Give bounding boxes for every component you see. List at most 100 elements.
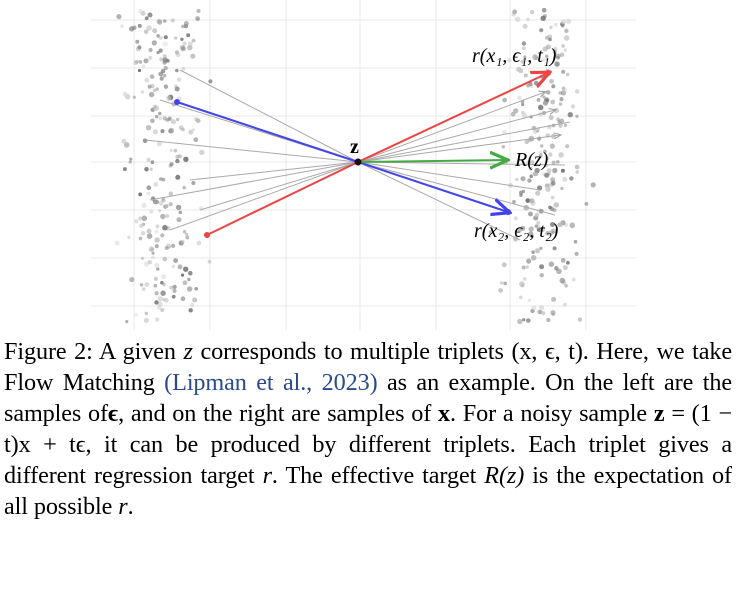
sample-dot [166,95,172,101]
sample-dot [518,68,524,74]
sample-dot [554,266,559,271]
sample-dot [546,317,551,323]
sample-dot [160,129,165,134]
sample-dot [146,233,153,239]
sample-dot [548,37,552,42]
sample-dot [145,125,152,131]
sample-dot [545,44,551,50]
sample-dot [185,235,190,240]
r1-label: r(x₁, ϵ₁, t₁) [472,45,557,67]
sample-dot [569,176,574,181]
sample-dot [129,26,135,32]
sample-dot [135,39,140,44]
sample-dot [191,38,196,43]
sample-dot [152,88,157,93]
sample-dot [517,228,522,233]
sample-dot [168,128,173,134]
sample-dot [146,191,151,196]
sample-dot [157,19,163,25]
sample-dot [171,294,176,299]
sample-dot [148,55,153,60]
citation-year: 2023 [321,369,370,396]
sample-dot [527,178,532,183]
sample-dot [488,230,493,235]
sample-dot [559,97,564,102]
sample-dot [162,198,166,203]
sample-dot [173,258,179,263]
sample-dot [157,296,163,302]
sample-dot [183,21,189,26]
sample-dot [541,7,547,13]
sample-dot [163,19,167,23]
sample-dot [527,298,532,303]
sample-dot [152,28,158,34]
math-epsilon: ϵ [108,400,119,427]
sample-dot [141,64,146,69]
sample-dot [169,148,173,153]
sample-dot [162,41,168,47]
sample-dot [501,145,506,149]
sample-dot [152,129,158,135]
caption-text: is the expectation of all possible [4,462,732,520]
sample-dot [180,273,185,277]
sample-dot [550,99,556,105]
sample-dot [163,35,168,40]
sample-dot [561,19,566,25]
sample-dot [144,166,149,172]
sample-dot [190,53,196,59]
sample-dot [539,246,543,250]
sample-dot [555,53,561,59]
sample-dot [149,209,154,214]
sample-dot [164,246,169,250]
citation-link[interactable]: (Lipman et al., 2023) [164,369,377,396]
sample-dot [545,186,551,192]
sample-dot [162,224,168,231]
sample-dot [156,141,162,147]
sample-dot [187,286,193,292]
sample-dot [550,177,556,183]
figure-caption: Figure 2: A given z corresponds to multi… [4,336,732,522]
sample-dot [138,236,143,241]
sample-dot [142,287,146,291]
figure-label: Figure 2: [4,338,93,365]
sample-dot [540,15,546,21]
sample-dot [132,95,136,99]
z-label: z [350,136,359,158]
sample-dot [134,312,138,317]
sample-dot [180,46,186,52]
sample-dot [590,182,596,188]
sample-dot [153,182,159,187]
sample-dot [170,119,176,125]
sample-dot [156,34,160,38]
caption-text: as an example. On the left are the sampl… [4,369,732,427]
sample-dot [563,123,568,127]
sample-dot [140,90,145,94]
sample-dot [539,264,545,270]
sample-dot [143,261,150,267]
sample-dot [531,305,537,311]
sample-dot [529,198,535,204]
sample-dot [574,164,580,170]
sample-dot [564,284,568,288]
sample-dot [540,226,546,232]
sample-dot [160,290,166,296]
sample-dot [521,46,526,51]
sample-dot [150,247,154,252]
sample-dot [191,181,196,185]
sample-dot [155,87,159,91]
sample-dot [116,14,122,20]
sample-dot [533,80,539,86]
sample-dot [174,86,180,92]
math-x: x [438,400,451,427]
sample-dot [143,29,149,35]
sample-dot [120,24,124,29]
sample-dot [143,317,149,323]
sample-dot [149,167,153,171]
sample-dot [196,8,201,13]
sample-dot [553,202,559,208]
sample-dot [539,273,544,278]
sample-dot [143,58,149,64]
citation-close: ) [369,369,378,396]
sample-dot [531,250,535,254]
sample-dot [180,239,185,244]
